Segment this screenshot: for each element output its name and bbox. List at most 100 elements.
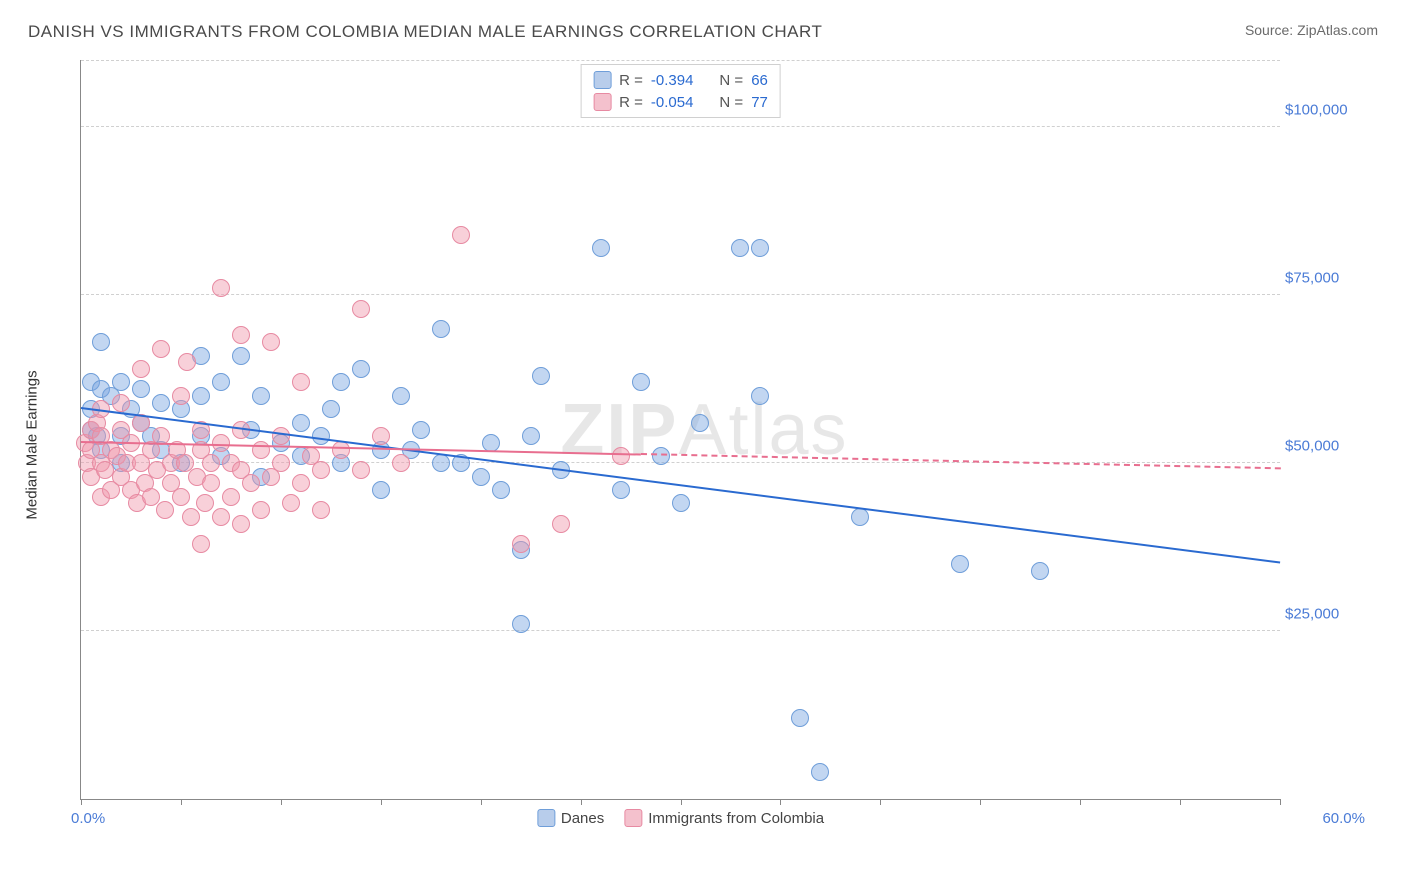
data-point — [152, 394, 170, 412]
data-point — [512, 535, 530, 553]
x-axis-max-label: 60.0% — [1322, 810, 1365, 827]
data-point — [432, 320, 450, 338]
data-point — [352, 461, 370, 479]
y-tick-label: $100,000 — [1285, 102, 1365, 119]
data-point — [202, 454, 220, 472]
data-point — [192, 387, 210, 405]
legend-item: Immigrants from Colombia — [624, 809, 824, 827]
gridline — [81, 60, 1280, 61]
data-point — [292, 474, 310, 492]
data-point — [252, 441, 270, 459]
data-point — [92, 333, 110, 351]
stats-legend: R =-0.394N =66R =-0.054N =77 — [580, 64, 781, 118]
data-point — [212, 434, 230, 452]
data-point — [452, 226, 470, 244]
data-point — [178, 353, 196, 371]
data-point — [1031, 562, 1049, 580]
series-legend: Danes Immigrants from Colombia — [537, 809, 824, 827]
y-tick-label: $75,000 — [1285, 270, 1365, 287]
data-point — [472, 468, 490, 486]
data-point — [352, 300, 370, 318]
x-tick — [681, 799, 682, 805]
source-attribution: Source: ZipAtlas.com — [1245, 22, 1378, 38]
data-point — [552, 515, 570, 533]
legend-series-name: Danes — [561, 810, 604, 827]
data-point — [532, 367, 550, 385]
y-axis-title: Median Male Earnings — [24, 370, 41, 519]
data-point — [232, 347, 250, 365]
plot-area: ZIPAtlas R =-0.394N =66R =-0.054N =77 Da… — [80, 60, 1280, 800]
x-axis-min-label: 0.0% — [71, 810, 105, 827]
legend-n-value: 77 — [751, 94, 768, 111]
data-point — [272, 454, 290, 472]
legend-r-label: R = — [619, 72, 643, 89]
data-point — [196, 494, 214, 512]
data-point — [112, 373, 130, 391]
data-point — [412, 421, 430, 439]
data-point — [612, 481, 630, 499]
data-point — [292, 373, 310, 391]
legend-stats-row: R =-0.054N =77 — [593, 91, 768, 113]
legend-swatch — [593, 71, 611, 89]
data-point — [632, 373, 650, 391]
data-point — [292, 414, 310, 432]
legend-swatch — [624, 809, 642, 827]
data-point — [172, 387, 190, 405]
x-tick — [1180, 799, 1181, 805]
legend-n-label: N = — [719, 72, 743, 89]
data-point — [672, 494, 690, 512]
data-point — [652, 447, 670, 465]
data-point — [202, 474, 220, 492]
data-point — [272, 427, 290, 445]
x-tick — [481, 799, 482, 805]
legend-swatch — [537, 809, 555, 827]
data-point — [811, 763, 829, 781]
legend-r-value: -0.394 — [651, 72, 694, 89]
data-point — [312, 461, 330, 479]
legend-item: Danes — [537, 809, 604, 827]
data-point — [112, 394, 130, 412]
data-point — [282, 494, 300, 512]
data-point — [212, 508, 230, 526]
data-point — [242, 474, 260, 492]
y-tick-label: $25,000 — [1285, 606, 1365, 623]
data-point — [142, 488, 160, 506]
x-tick — [581, 799, 582, 805]
data-point — [372, 481, 390, 499]
data-point — [522, 427, 540, 445]
data-point — [156, 501, 174, 519]
data-point — [751, 387, 769, 405]
data-point — [372, 427, 390, 445]
data-point — [172, 488, 190, 506]
y-tick-label: $50,000 — [1285, 438, 1365, 455]
data-point — [232, 515, 250, 533]
data-point — [322, 400, 340, 418]
data-point — [492, 481, 510, 499]
data-point — [132, 360, 150, 378]
data-point — [212, 279, 230, 297]
data-point — [152, 340, 170, 358]
gridline — [81, 630, 1280, 631]
data-point — [192, 535, 210, 553]
x-tick — [1080, 799, 1081, 805]
chart-title: DANISH VS IMMIGRANTS FROM COLOMBIA MEDIA… — [28, 22, 822, 42]
data-point — [512, 615, 530, 633]
data-point — [262, 333, 280, 351]
data-point — [751, 239, 769, 257]
data-point — [691, 414, 709, 432]
data-point — [252, 387, 270, 405]
legend-n-label: N = — [719, 94, 743, 111]
gridline — [81, 126, 1280, 127]
x-tick — [281, 799, 282, 805]
x-tick — [381, 799, 382, 805]
data-point — [182, 508, 200, 526]
legend-n-value: 66 — [751, 72, 768, 89]
data-point — [332, 373, 350, 391]
data-point — [432, 454, 450, 472]
x-tick — [980, 799, 981, 805]
data-point — [392, 454, 410, 472]
data-point — [592, 239, 610, 257]
x-tick — [181, 799, 182, 805]
legend-r-label: R = — [619, 94, 643, 111]
data-point — [612, 447, 630, 465]
